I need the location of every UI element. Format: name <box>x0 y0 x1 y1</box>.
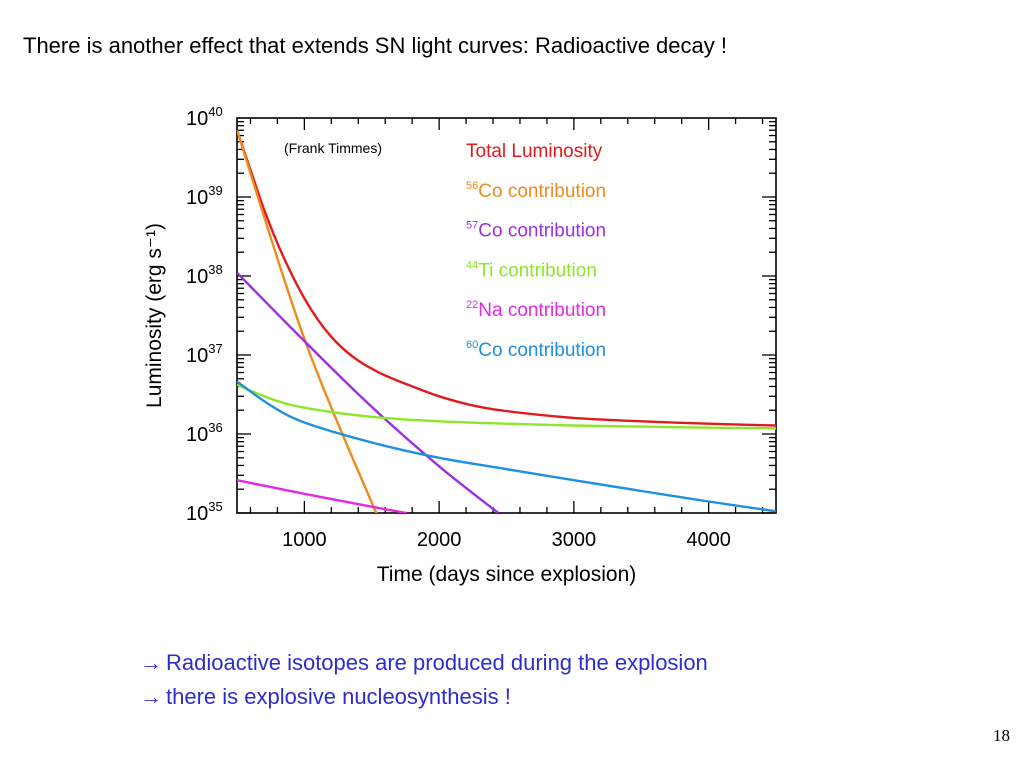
y-tick-label: 1035 <box>186 499 223 525</box>
x-tick-label: 1000 <box>282 529 327 551</box>
bullet-text: there is explosive nucleosynthesis ! <box>166 684 511 709</box>
series-line-44ti-contribution <box>237 383 776 430</box>
arrow-right-icon: → <box>140 650 162 675</box>
x-tick-label: 4000 <box>686 529 731 551</box>
series-line-56co-contribution <box>237 129 379 513</box>
legend-entry: 44Ti contribution <box>466 259 597 281</box>
page-number: 18 <box>993 726 1010 745</box>
y-tick-label: 1038 <box>186 262 223 288</box>
legend-entry: Total Luminosity <box>466 141 603 162</box>
legend-entry: 22Na contribution <box>466 299 606 321</box>
x-tick-label: 3000 <box>552 529 597 551</box>
series-line-57co-contribution <box>237 271 500 513</box>
chart-credit: (Frank Timmes) <box>284 140 382 156</box>
x-tick-label: 2000 <box>417 529 462 551</box>
legend-entry: 56Co contribution <box>466 180 606 202</box>
series-line-60co-contribution <box>237 380 776 513</box>
bullet-item: → there is explosive nucleosynthesis ! <box>140 680 708 714</box>
plot-frame <box>236 117 777 514</box>
y-tick-label: 1040 <box>186 104 223 130</box>
y-tick-label: 1037 <box>186 341 223 367</box>
arrow-right-icon: → <box>140 684 162 709</box>
x-axis-title: Time (days since explosion) <box>377 563 637 586</box>
bullet-list: → Radioactive isotopes are produced durin… <box>140 646 708 714</box>
legend-entry: 57Co contribution <box>466 220 606 242</box>
y-axis-title: Luminosity (erg s⁻¹) <box>143 223 166 408</box>
y-tick-label: 1039 <box>186 183 223 209</box>
legend-entry: 60Co contribution <box>466 339 606 361</box>
luminosity-chart: 1000 2000 3000 4000 1035 1036 1037 1038 1039 1040… <box>143 104 777 586</box>
bullet-item: → Radioactive isotopes are produced durin… <box>140 646 708 680</box>
slide-title: There is another effect that extends SN … <box>23 33 727 58</box>
series-line-22na-contribution <box>237 479 408 513</box>
bullet-text: Radioactive isotopes are produced during… <box>166 650 708 675</box>
series-line-total-luminosity <box>237 129 776 427</box>
y-tick-label: 1036 <box>186 420 223 446</box>
